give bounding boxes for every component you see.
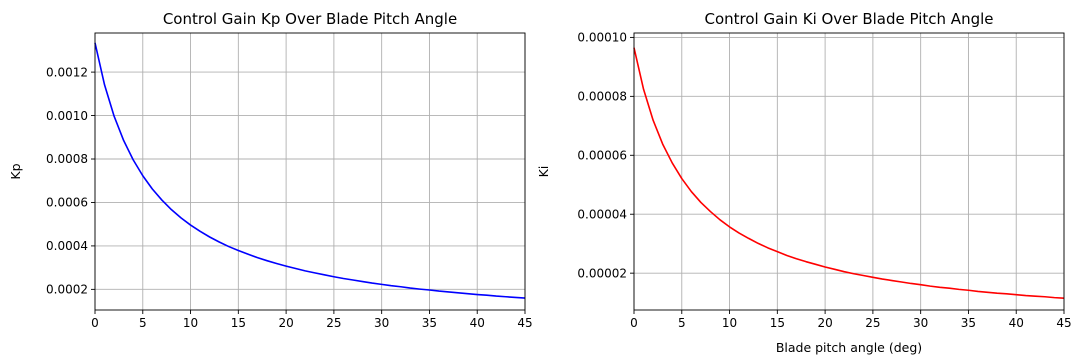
chart-2-y-tick-label-4: 0.00010 [577,31,627,45]
chart-2-plot-frame [633,32,1065,311]
chart-1-x-tick-label-3: 15 [231,316,246,330]
chart-2-y-tick-label-0: 0.00002 [577,266,627,280]
chart-2-x-tick-label-7: 35 [961,316,976,330]
chart-2: Control Gain Ki Over Blade Pitch Angle 0 5… [536,10,1072,355]
chart-1: Control Gain Kp Over Blade Pitch Angle 0 5… [8,10,533,330]
chart-2-x-tick-label-0: 0 [630,316,638,330]
chart-2-y-tick-label-3: 0.00008 [577,90,627,104]
chart-1-x-tick-label-9: 45 [517,316,532,330]
chart-1-x-tick-label-2: 10 [183,316,198,330]
chart-1-x-tick-label-7: 35 [422,316,437,330]
chart-1-y-tick-label-1: 0.0004 [46,239,88,253]
chart-2-title: Control Gain Ki Over Blade Pitch Angle [704,10,993,28]
chart-2-series-0-line [633,47,1065,300]
chart-1-x-tick-label-1: 5 [139,316,147,330]
chart-1-series-0-line [94,42,526,299]
chart-2-x-tick-label-8: 40 [1009,316,1024,330]
chart-1-plot-frame [94,32,526,311]
chart-1-y-tick-label-2: 0.0006 [46,196,88,210]
chart-2-x-tick-label-1: 5 [678,316,686,330]
chart-2-x-tick-label-3: 15 [770,316,785,330]
chart-1-title: Control Gain Kp Over Blade Pitch Angle [163,10,457,28]
chart-1-y-tick-label-4: 0.0010 [46,109,88,123]
chart-1-y-tick-label-5: 0.0012 [46,65,88,79]
chart-1-x-tick-label-4: 20 [278,316,293,330]
chart-2-x-tick-label-6: 30 [913,316,928,330]
chart-2-x-axis-label: Blade pitch angle (deg) [776,340,922,355]
chart-2-y-axis-label: Ki [536,166,551,178]
chart-1-x-tick-label-0: 0 [91,316,99,330]
chart-2-x-tick-label-5: 25 [865,316,880,330]
chart-1-y-tick-label-0: 0.0002 [46,283,88,297]
chart-1-y-axis-label: Kp [8,163,23,179]
chart-1-x-tick-label-6: 30 [374,316,389,330]
chart-2-x-tick-label-4: 20 [817,316,832,330]
chart-2-y-tick-label-1: 0.00004 [577,207,627,221]
chart-1-x-tick-label-8: 40 [470,316,485,330]
chart-1-x-tick-label-5: 25 [326,316,341,330]
chart-2-x-tick-label-2: 10 [722,316,737,330]
chart-2-y-tick-label-2: 0.00006 [577,148,627,162]
chart-1-y-tick-label-3: 0.0008 [46,152,88,166]
chart-2-x-tick-label-9: 45 [1056,316,1071,330]
